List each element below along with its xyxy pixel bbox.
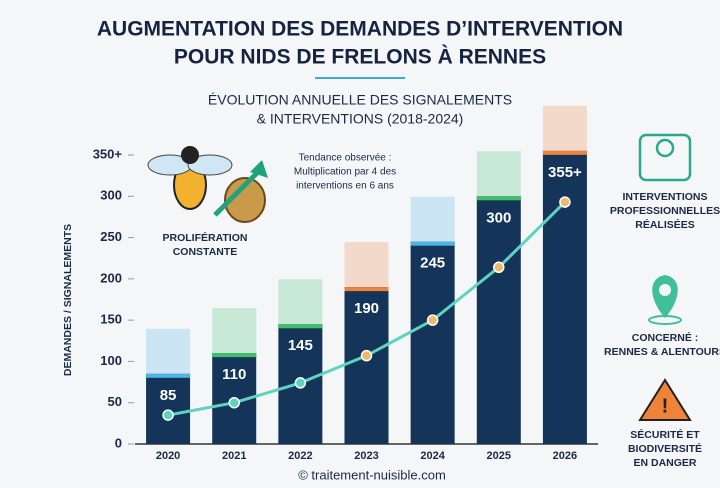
annotation: SÉCURITÉ ET [630,428,700,441]
bar-cap [212,353,257,358]
annotation: RÉALISÉES [635,218,695,231]
bar [542,150,587,444]
y-tick-label: 350+ [93,146,123,161]
trend-point [294,377,307,389]
bar-cap [476,196,521,201]
bar-glow [542,105,587,151]
annotation: RENNES & ALENTOURS [604,346,720,358]
trend-point [426,314,439,326]
value-label: 110 [222,366,246,383]
chart-title: AUGMENTATION DES DEMANDES D’INTERVENTION [97,18,623,41]
x-tick-label: 2021 [222,450,246,462]
y-tick-label: 150 [100,312,122,327]
x-tick-label: 2025 [487,450,511,462]
annotation: PROLIFÉRATION [163,231,248,244]
bar-glow [410,196,455,242]
bar-glow [344,242,389,288]
annotation: Tendance observée : [299,153,392,164]
bee-icon [147,146,233,210]
y-tick-label: 250 [100,229,122,244]
trend-point [162,409,174,421]
x-tick-label: 2020 [156,450,180,462]
value-label: 85 [160,387,177,404]
bar-cap [146,373,191,378]
annotation: EN DANGER [633,457,696,469]
bar [344,287,389,444]
annotation: interventions en 6 ans [296,181,394,192]
bar [476,196,521,444]
warning-icon: ! [638,378,692,421]
trend-point [360,349,373,362]
trend-point [559,196,571,208]
pin-icon [648,275,682,325]
bar-glow [278,279,323,325]
y-axis-label: DEMANDES / SIGNALEMENTS [62,224,74,376]
svg-text:!: ! [662,395,669,417]
bar-glow [212,308,257,354]
value-label: 145 [288,337,313,354]
annotation: CONSTANTE [173,246,238,258]
bar-glow [146,328,191,374]
chart-title: POUR NIDS DE FRELONS À RENNES [174,46,546,69]
bar-cap [542,150,587,155]
y-tick-label: 200 [100,270,122,285]
footer: © traitement-nuisible.com [298,467,446,482]
x-tick-label: 2023 [354,450,378,462]
annotation: PROFESSIONNELLES [610,205,720,217]
annotation: BIODIVERSITÉ [628,442,702,455]
value-label: 355+ [548,164,582,181]
x-tick-label: 2026 [553,450,577,462]
value-label: 190 [354,300,379,317]
x-tick-label: 2024 [420,450,445,462]
annotation: CONCERNÉ : [632,331,699,344]
bar-glow [476,151,521,197]
value-label: 245 [420,255,445,272]
annotation: INTERVENTIONS [623,191,708,203]
bar [146,373,191,444]
bar [410,241,455,444]
chart-subtitle: ÉVOLUTION ANNUELLE DES SIGNALEMENTS [208,92,512,108]
chart-subtitle: & INTERVENTIONS (2018-2024) [257,111,464,127]
bar-cap [410,241,455,246]
y-tick-label: 300 [100,188,122,203]
worker-icon [638,133,692,182]
annotation: Multiplication par 4 des [294,167,396,178]
y-tick-label: 100 [100,353,122,368]
trend-point [493,261,505,274]
x-tick-label: 2022 [288,450,312,462]
bar-cap [278,324,323,329]
value-label: 300 [486,209,511,226]
bar-cap [344,287,389,292]
trend-point [228,396,240,409]
y-tick-label: 0 [115,435,122,450]
y-tick-label: 50 [108,394,122,409]
hive-icon [213,160,268,223]
